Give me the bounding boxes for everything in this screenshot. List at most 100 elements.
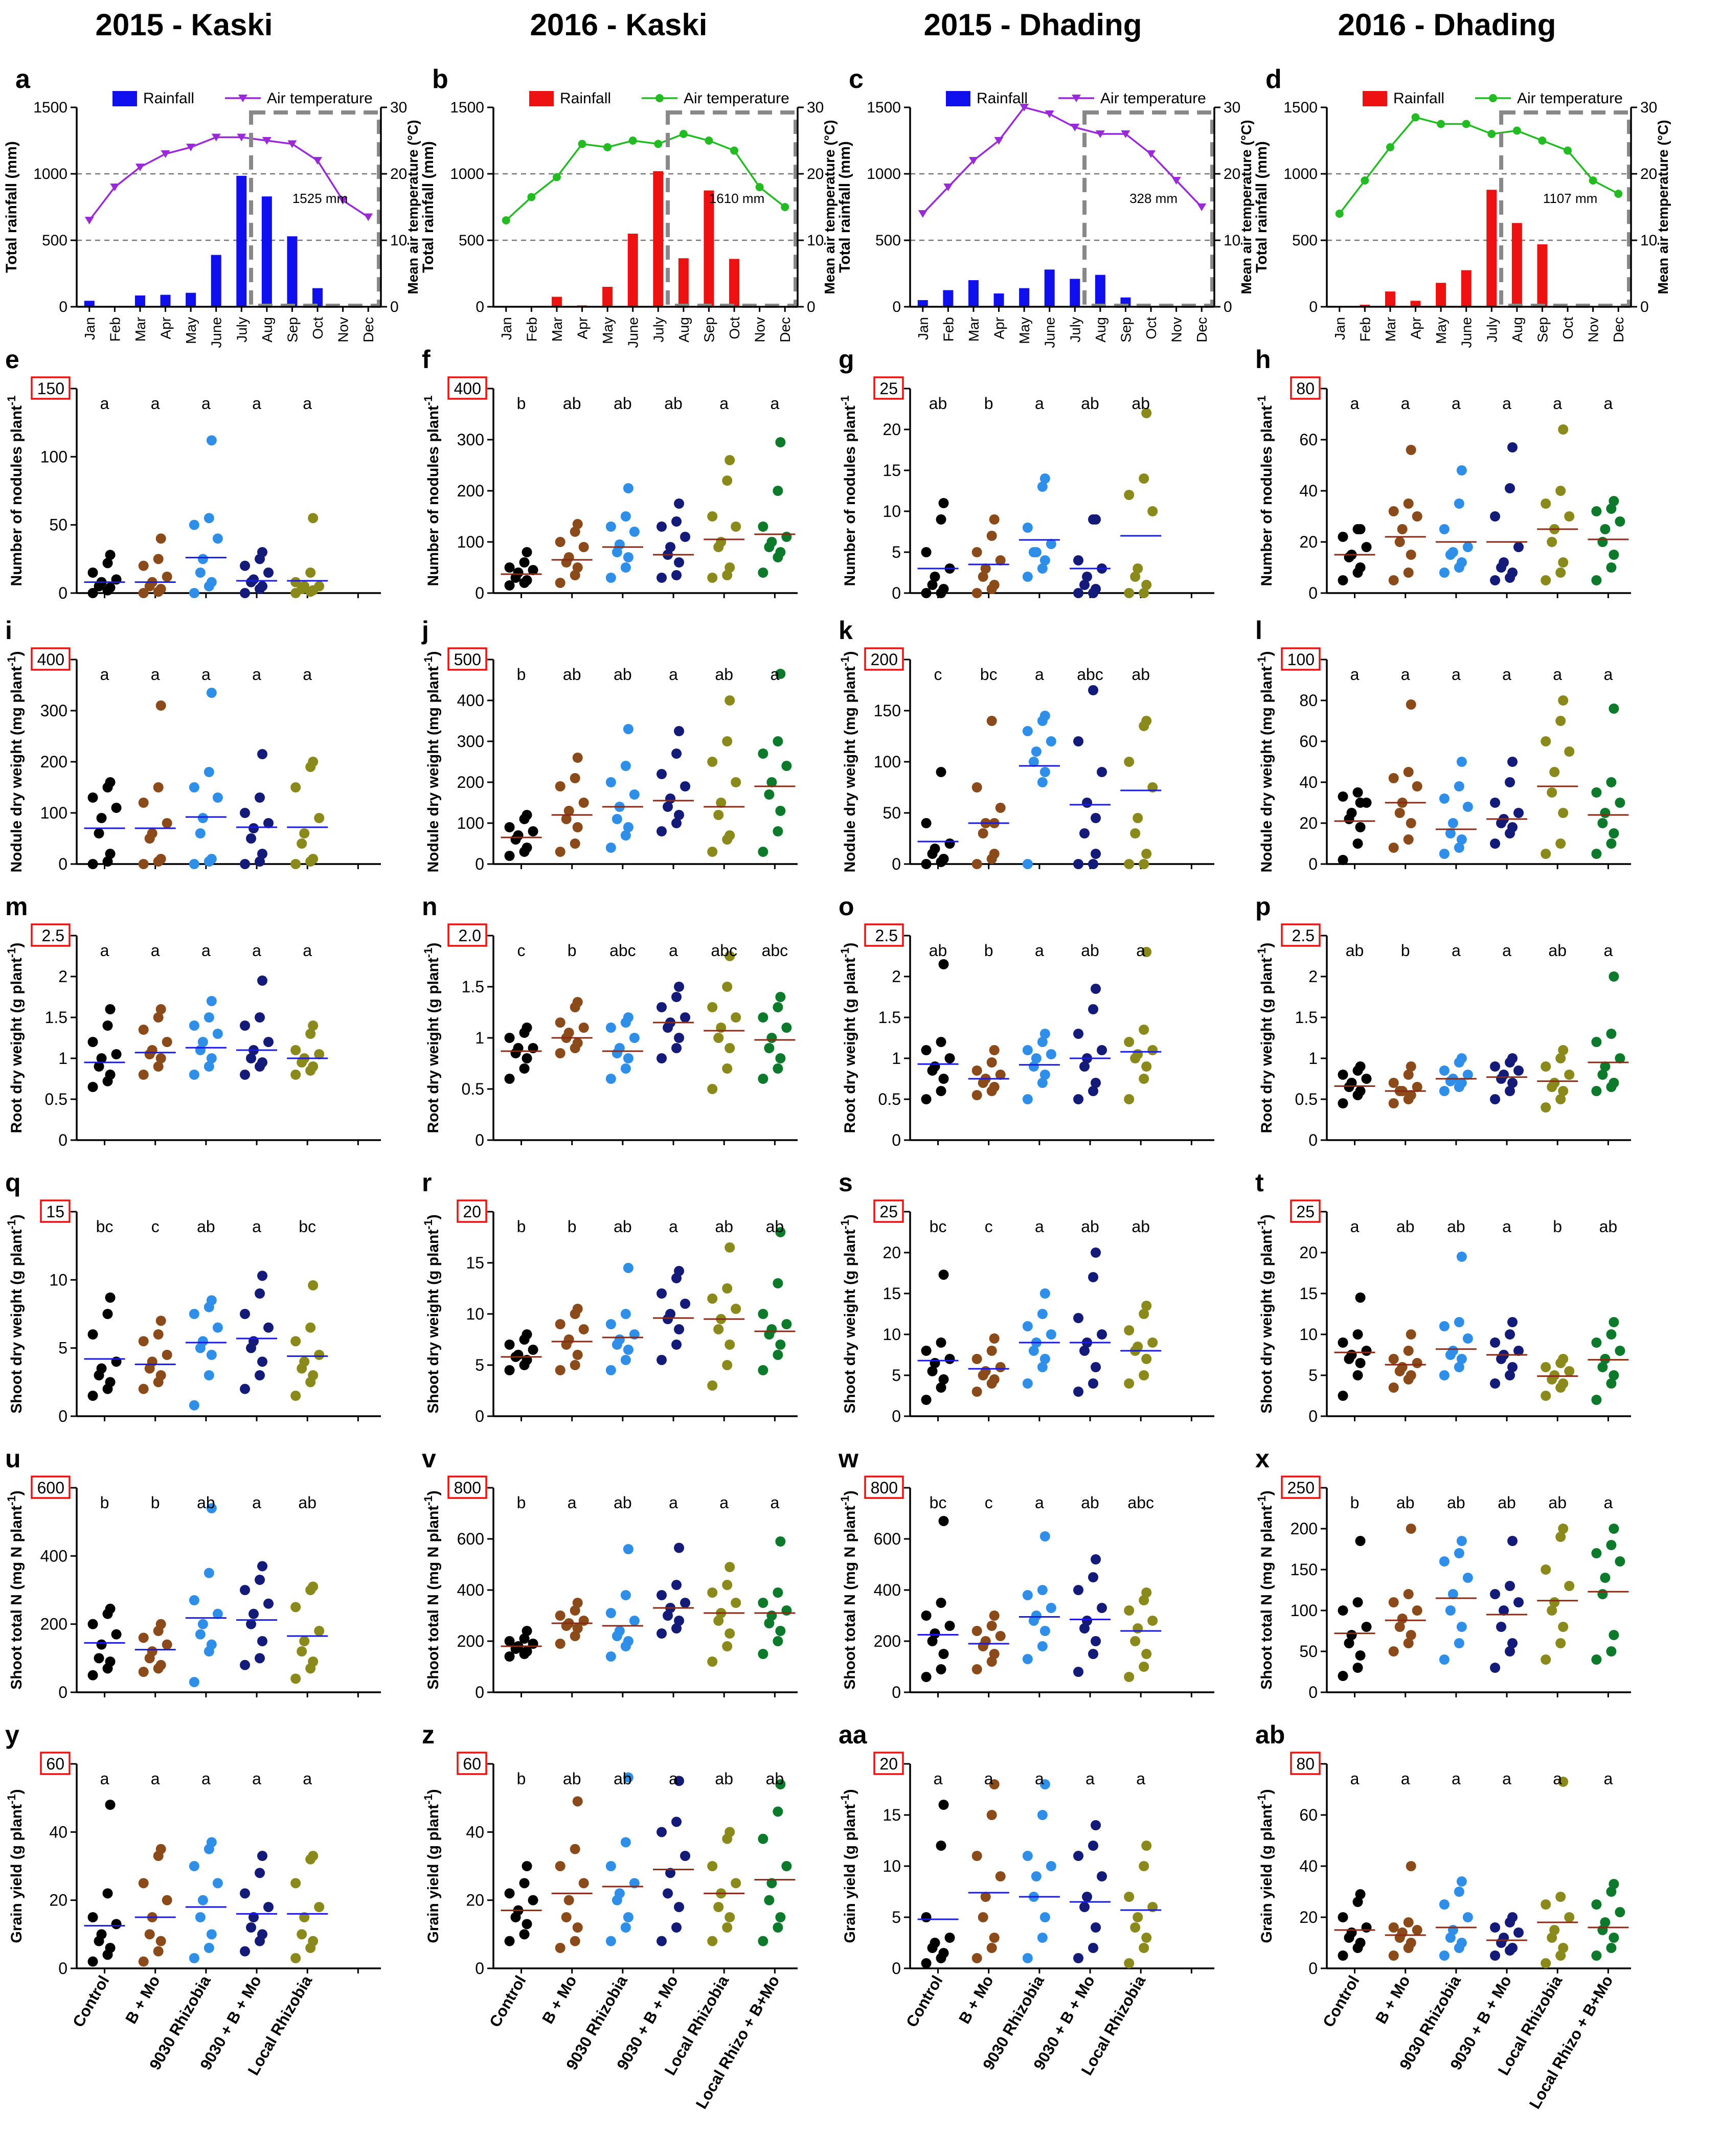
significance-letter: ab	[1131, 1217, 1150, 1236]
data-point	[623, 1544, 633, 1554]
data-point	[1133, 1623, 1143, 1633]
data-point	[1361, 1622, 1372, 1632]
data-point	[1558, 1354, 1569, 1364]
significance-letter: ab	[1081, 394, 1099, 413]
y-tick-label: 0	[892, 855, 901, 873]
panel-letter: e	[5, 345, 19, 374]
data-point	[1073, 859, 1084, 869]
temperature-point	[1171, 177, 1181, 185]
data-point	[989, 1779, 1000, 1789]
month-label: July	[650, 317, 666, 343]
data-point	[1555, 1532, 1566, 1542]
data-point	[1338, 1950, 1348, 1961]
data-point	[773, 1350, 783, 1360]
data-point	[96, 1053, 107, 1063]
data-point	[707, 1084, 718, 1094]
significance-letter: a	[100, 1769, 109, 1788]
data-point	[775, 992, 786, 1002]
data-point	[1513, 1065, 1524, 1076]
data-point	[773, 1922, 783, 1933]
y-axis-label-text: Shoot dry weight (g plant	[425, 1230, 442, 1414]
data-point	[989, 1082, 1000, 1092]
significance-letter: ab	[1346, 941, 1364, 960]
data-point	[1403, 1917, 1414, 1927]
data-point	[1490, 575, 1501, 585]
y2-tick-label: 10	[1640, 232, 1657, 249]
rainfall-bar	[1537, 244, 1548, 307]
data-point	[102, 558, 113, 569]
data-point	[989, 1933, 1000, 1943]
data-point	[1355, 1061, 1366, 1072]
data-point	[758, 521, 768, 532]
data-point	[1346, 1630, 1357, 1640]
data-point	[989, 1045, 1000, 1055]
significance-letter: b	[517, 665, 526, 684]
data-point	[240, 1383, 251, 1394]
data-point	[1447, 1925, 1458, 1935]
data-point	[1541, 1102, 1551, 1113]
y-tick-label: 2	[892, 967, 901, 986]
data-point	[1037, 1641, 1048, 1651]
data-point	[1403, 1070, 1414, 1080]
data-point	[308, 1581, 319, 1592]
data-point	[1403, 767, 1414, 777]
data-point	[1600, 1061, 1611, 1072]
data-point	[570, 1360, 580, 1370]
data-point	[707, 757, 718, 767]
y-axis-label-text: Shoot total N (mg N plant	[8, 1506, 25, 1690]
data-point	[775, 669, 786, 679]
data-point	[944, 1053, 955, 1063]
data-point	[674, 1033, 685, 1043]
data-point	[212, 1878, 223, 1889]
data-point	[87, 1670, 98, 1681]
y-tick-label: 10	[882, 1325, 901, 1344]
y-axis-label: Total rainfall (mm)	[836, 141, 853, 273]
data-point	[111, 1919, 122, 1930]
significance-letter: a	[303, 941, 312, 960]
significance-letter: a	[669, 1769, 678, 1788]
data-point	[725, 455, 735, 465]
data-point	[1447, 818, 1458, 828]
data-point	[578, 1878, 589, 1889]
panel-letter: k	[839, 616, 853, 645]
data-point	[1338, 1671, 1348, 1681]
rainfall-bar	[1360, 305, 1370, 307]
significance-letter: a	[1452, 1769, 1461, 1788]
data-point	[938, 959, 949, 969]
data-point	[147, 1646, 157, 1656]
data-point	[206, 577, 217, 587]
data-point	[308, 1280, 319, 1290]
data-point	[257, 581, 268, 592]
y-axis-label: Root dry weight (g plant-1)	[422, 943, 442, 1133]
data-point	[504, 1340, 515, 1350]
data-point	[102, 1888, 113, 1899]
data-point	[1141, 580, 1152, 590]
data-point	[1439, 1370, 1450, 1380]
data-point	[522, 1861, 532, 1871]
significance-letter: a	[1350, 394, 1360, 413]
data-point	[930, 572, 940, 582]
data-point	[570, 838, 580, 849]
rainfall-bar	[1385, 291, 1395, 307]
rainfall-bar	[968, 280, 979, 307]
y2-axis-label: Mean air temperature (°C)	[1655, 120, 1671, 294]
data-point	[1507, 757, 1518, 767]
y-max-label: 2.5	[875, 926, 898, 945]
data-point	[1082, 1892, 1093, 1902]
y-tick-label: 1000	[450, 166, 484, 183]
data-point	[206, 1295, 217, 1306]
data-point	[1124, 1672, 1135, 1682]
data-point	[1397, 1362, 1408, 1372]
y-axis-label-sup: -1	[839, 948, 851, 958]
data-point	[1046, 736, 1056, 746]
data-point	[257, 1929, 268, 1940]
data-point	[671, 1580, 682, 1590]
y2-tick-label: 20	[1224, 166, 1240, 183]
significance-letter: ab	[1131, 394, 1150, 413]
data-point	[620, 1922, 631, 1933]
data-point	[921, 1672, 932, 1682]
data-point	[936, 1086, 946, 1096]
y-tick-label: 1.5	[45, 1008, 67, 1027]
month-label: July	[1067, 317, 1083, 343]
data-point	[1406, 1938, 1416, 1948]
